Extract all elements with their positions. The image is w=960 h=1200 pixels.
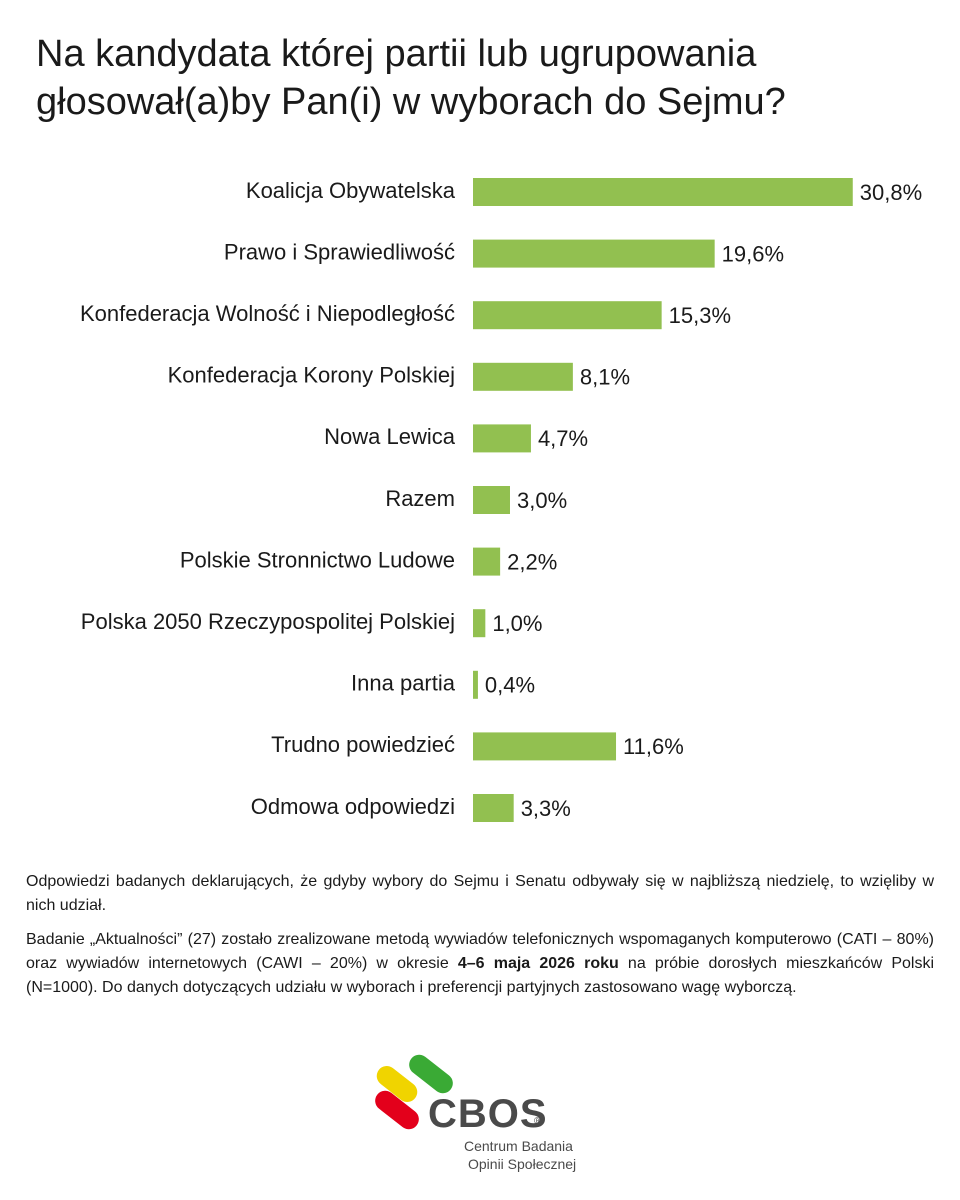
bar: [473, 362, 573, 391]
bar: [473, 670, 478, 699]
value-label: 8,1%: [580, 365, 630, 390]
logo-name: CBOS: [428, 1092, 548, 1136]
category-label: Koalicja Obywatelska: [246, 178, 456, 203]
methodology-text-1: Badanie „Aktualności” (27) zostało zreal…: [26, 931, 934, 972]
bar: [473, 609, 486, 638]
bar: [473, 547, 501, 576]
footnote-respondents: Odpowiedzi badanych deklarujących, że gd…: [26, 873, 934, 914]
value-label: 2,2%: [507, 549, 557, 574]
value-label: 1,0%: [492, 611, 542, 636]
category-label: Konfederacja Korony Polskiej: [168, 363, 455, 388]
category-label: Polskie Stronnictwo Ludowe: [180, 547, 455, 572]
category-label: Polska 2050 Rzeczypospolitej Polskiej: [81, 609, 455, 634]
methodology-text-2: na próbie dorosłych mieszkańców Polski (…: [26, 955, 934, 996]
value-label: 3,0%: [517, 488, 567, 513]
value-label: 30,8%: [860, 180, 922, 205]
bar: [473, 424, 531, 453]
value-label: 4,7%: [538, 426, 588, 451]
title-line-1: Na kandydata której partii lub ugrupowan…: [36, 33, 757, 75]
chart-title: Na kandydata której partii lub ugrupowan…: [36, 30, 926, 126]
value-label: 0,4%: [485, 673, 535, 698]
cbos-logo-mark: [375, 1054, 453, 1130]
category-label: Razem: [385, 486, 455, 511]
bar: [473, 794, 514, 822]
bar: [473, 732, 617, 761]
bar: [473, 239, 715, 268]
survey-dates: 4–6 maja 2026 roku: [457, 955, 619, 972]
bar: [473, 178, 853, 206]
footnotes: Odpowiedzi badanych deklarujących, że gd…: [26, 870, 934, 1010]
category-label: Konfederacja Wolność i Niepodległość: [80, 301, 455, 326]
cbos-logo: CBOS ® Centrum Badania Opinii Społecznej: [372, 1052, 602, 1182]
footnote-methodology: Badanie „Aktualności” (27) zostało zreal…: [26, 928, 934, 1000]
logo-green-pill: [409, 1054, 453, 1094]
category-label: Trudno powiedzieć: [271, 732, 455, 757]
category-label: Inna partia: [351, 671, 456, 696]
value-label: 15,3%: [669, 303, 731, 328]
value-label: 3,3%: [521, 796, 571, 821]
logo-registered-mark: ®: [534, 1116, 542, 1127]
logo-yellow-pill: [376, 1065, 418, 1103]
bar-chart: Koalicja Obywatelska 30,8% Prawo i Sprawie…: [80, 178, 922, 822]
title-line-2: głosował(a)by Pan(i) w wyborach do Sejmu…: [36, 81, 786, 123]
logo-subtitle-line-2: Opinii Społecznej: [468, 1156, 577, 1172]
category-label: Odmowa odpowiedzi: [251, 794, 455, 819]
bar: [473, 301, 662, 330]
value-label: 11,6%: [623, 734, 684, 759]
category-label: Prawo i Sprawiedliwość: [224, 239, 455, 264]
category-label: Nowa Lewica: [324, 424, 456, 449]
logo-red-pill: [375, 1090, 419, 1130]
bar: [473, 486, 510, 514]
value-label: 19,6%: [722, 241, 784, 266]
logo-subtitle-line-1: Centrum Badania: [464, 1138, 573, 1154]
